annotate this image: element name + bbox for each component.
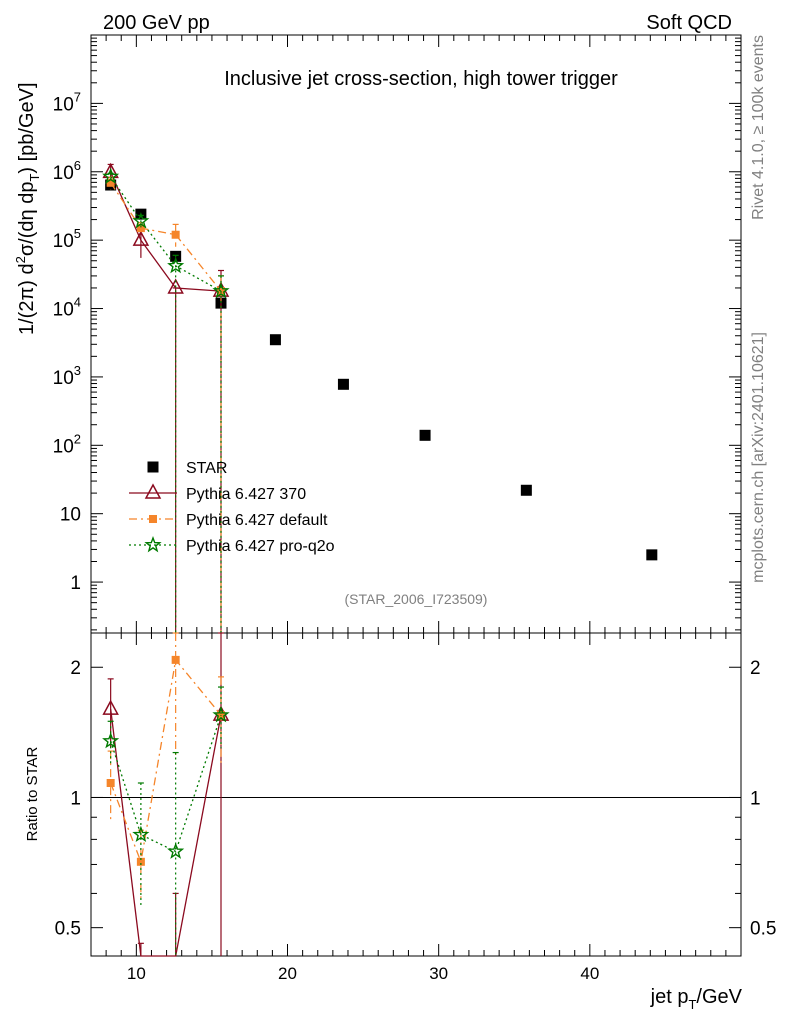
axis-tick-labels: 10 20 30 40 1 10 102 103 104 105 106 107 0.5 0.5 1 1 2 2 — [53, 89, 777, 983]
y-tick-label: 107 — [53, 89, 81, 115]
y-tick-label: 102 — [53, 431, 81, 457]
ratio-point-pythia-6-427-pro-q2o — [132, 825, 150, 843]
main-y-axis-label: 1/(2π) d2σ/(dη dpT) [pb/GeV] — [13, 82, 42, 335]
ratio-point-pythia-6-427-pro-q2o — [167, 842, 185, 859]
y-tick-label: 10 — [60, 505, 81, 526]
point-star — [419, 429, 431, 441]
point-star — [520, 484, 532, 496]
header-right: Soft QCD — [646, 12, 732, 34]
ratio-point-pythia-6-427-default — [136, 857, 145, 866]
ratio-y-tick-label-right: 2 — [750, 658, 761, 679]
mcplots-label: mcplots.cern.ch [arXiv:2401.10621] — [750, 332, 767, 583]
header-left: 200 GeV pp — [103, 12, 210, 34]
legend-label-pythia-6-427-default: Pythia 6.427 default — [186, 512, 328, 529]
ratio-y-axis-label: Ratio to STAR — [24, 746, 41, 841]
ratio-point-pythia-6-427-default — [106, 779, 115, 788]
point-pythia-6-427-pro-q2o — [102, 167, 120, 184]
legend-marker-pythia-6-427-pro-q2o — [144, 535, 162, 553]
ratio-point-pythia-6-427-pro-q2o — [102, 732, 120, 749]
legend-marker-pythia-6-427-370 — [144, 483, 162, 499]
point-pythia-6-427-370 — [167, 278, 184, 294]
point-pythia-6-427-pro-q2o — [212, 282, 230, 299]
series-line-pythia-6-427-pro-q2o — [110, 176, 222, 292]
y-tick-label: 105 — [53, 226, 81, 252]
legend: STAR Pythia 6.427 370 Pythia 6.427 default… — [129, 460, 335, 555]
point-pythia-6-427-pro-q2o — [167, 256, 185, 274]
point-pythia-6-427-default — [106, 178, 115, 187]
ratio-y-tick-label: 0.5 — [55, 919, 81, 940]
series-line-pythia-6-427-370 — [110, 172, 222, 292]
main-series-layer — [102, 162, 658, 633]
x-tick-label: 10 — [127, 964, 146, 983]
point-star — [337, 378, 349, 390]
legend-label-star: STAR — [186, 460, 227, 477]
ratio-panel-frame — [90, 632, 742, 957]
point-pythia-6-427-370 — [132, 230, 150, 246]
ratio-line-pythia-6-427-pro-q2o — [110, 714, 222, 853]
ratio-series-layer — [102, 632, 230, 957]
ratio-point-pythia-6-427-pro-q2o — [212, 706, 230, 723]
ratio-point-pythia-6-427-default — [171, 655, 180, 664]
ratio-line-pythia-6-427-default — [110, 658, 222, 865]
ratio-y-tick-label: 1 — [70, 788, 81, 809]
legend-label-pythia-6-427-pro-q2o: Pythia 6.427 pro-q2o — [186, 538, 335, 555]
rivet-label: Rivet 4.1.0, ≥ 100k events — [750, 35, 767, 220]
point-star — [646, 549, 658, 561]
x-tick-label: 30 — [429, 964, 448, 983]
point-star — [269, 334, 281, 346]
chart-title: Inclusive jet cross-section, high tower … — [224, 68, 618, 90]
point-pythia-6-427-pro-q2o — [132, 212, 150, 229]
y-tick-label: 1 — [70, 573, 81, 594]
series-line-pythia-6-427-default — [110, 182, 222, 292]
point-pythia-6-427-default — [136, 224, 145, 233]
ratio-line-pythia-6-427-370 — [110, 709, 222, 957]
y-tick-label: 106 — [53, 158, 81, 184]
point-pythia-6-427-default — [171, 230, 180, 239]
legend-marker-star — [147, 461, 159, 473]
x-tick-label: 20 — [278, 964, 297, 983]
legend-marker-pythia-6-427-default — [149, 515, 157, 523]
legend-label-pythia-6-427-370: Pythia 6.427 370 — [186, 486, 306, 503]
ratio-point-pythia-6-427-370 — [102, 699, 119, 715]
ratio-y-tick-label: 2 — [70, 658, 81, 679]
axis-ticks — [90, 34, 742, 956]
x-axis-label: jet pT/GeV — [650, 986, 743, 1012]
ratio-y-tick-label-right: 1 — [750, 788, 761, 809]
y-tick-label: 104 — [53, 295, 81, 321]
ratio-y-tick-label-right: 0.5 — [750, 919, 776, 940]
analysis-watermark: (STAR_2006_I723509) — [345, 591, 488, 607]
x-tick-label: 40 — [580, 964, 599, 983]
y-tick-label: 103 — [53, 363, 81, 389]
